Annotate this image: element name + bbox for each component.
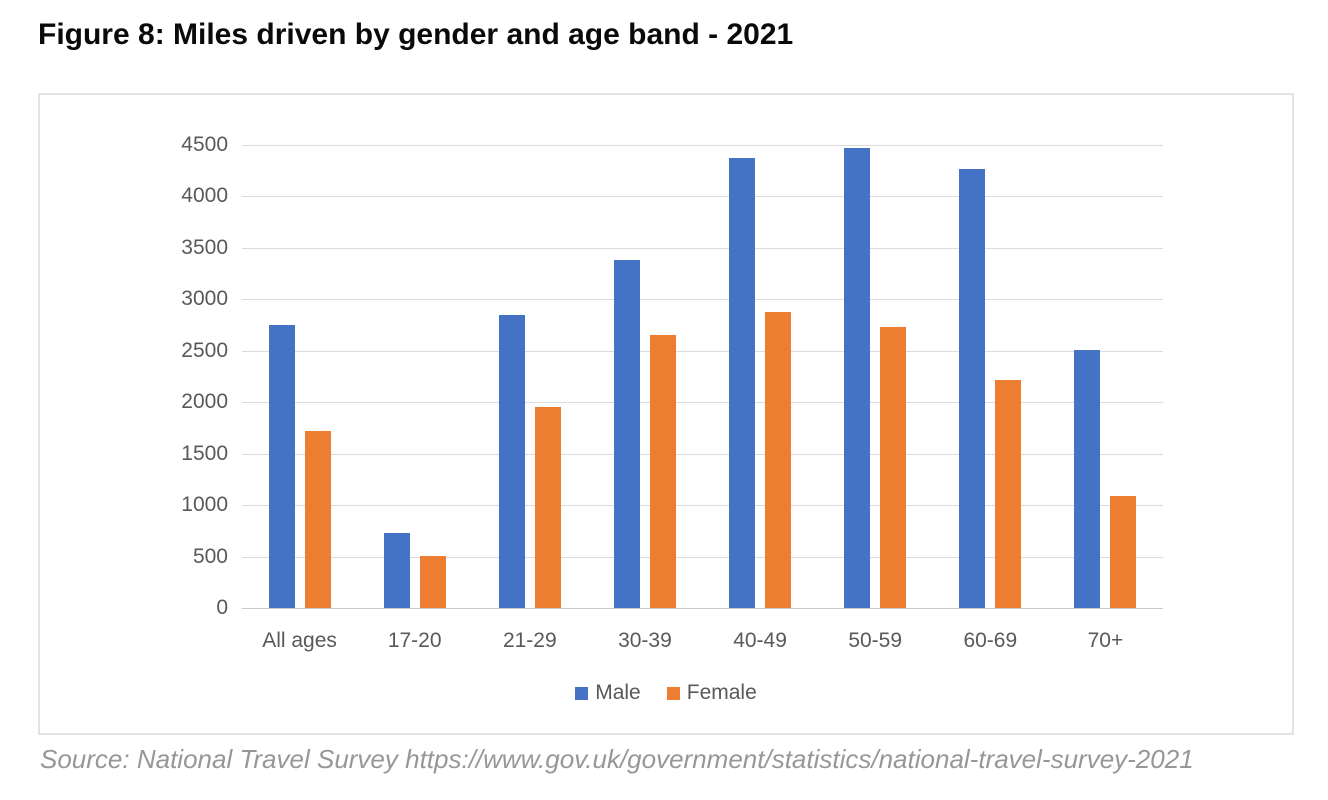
bar-male-17-20 bbox=[383, 532, 410, 608]
y-tick-label: 0 bbox=[216, 596, 228, 619]
y-tick-label: 2500 bbox=[181, 338, 228, 362]
bar-male-21-29 bbox=[498, 314, 525, 608]
x-axis-line bbox=[242, 608, 1163, 609]
gridline bbox=[242, 505, 1163, 507]
x-tick-label: All ages bbox=[262, 629, 337, 652]
bar-female-60-69 bbox=[995, 379, 1022, 608]
gridline bbox=[242, 299, 1163, 301]
y-tick-label: 2000 bbox=[181, 390, 228, 414]
x-tick-label: 50-59 bbox=[848, 629, 903, 652]
bar-male-30-39 bbox=[613, 260, 640, 608]
bar-female-70+ bbox=[1110, 495, 1137, 608]
x-tick-label: 21-29 bbox=[502, 629, 557, 652]
gridline bbox=[242, 145, 1163, 146]
bar-female-17-20 bbox=[419, 555, 446, 608]
gridline bbox=[242, 556, 1163, 558]
legend: Male Female bbox=[40, 681, 1292, 705]
bar-male-all-ages bbox=[268, 325, 295, 608]
y-tick-label: 3500 bbox=[181, 235, 228, 259]
gridline bbox=[242, 196, 1163, 198]
legend-label-male: Male bbox=[595, 681, 641, 704]
y-tick-label: 4000 bbox=[181, 184, 228, 208]
source-note: Source: National Travel Survey https://w… bbox=[40, 744, 1194, 774]
bar-female-30-39 bbox=[649, 335, 676, 608]
bar-male-60-69 bbox=[959, 168, 986, 608]
bar-male-50-59 bbox=[844, 148, 871, 608]
y-tick-label: 1000 bbox=[181, 493, 228, 517]
x-tick-label: 17-20 bbox=[387, 629, 442, 652]
legend-swatch-female bbox=[666, 686, 680, 700]
x-tick-label: 70+ bbox=[1087, 629, 1124, 652]
legend-swatch-male bbox=[575, 686, 589, 700]
gridline bbox=[242, 247, 1163, 249]
bar-female-50-59 bbox=[880, 327, 907, 608]
y-tick-label: 3000 bbox=[181, 287, 228, 311]
legend-label-female: Female bbox=[686, 681, 757, 704]
plot-area: 0 500 1000 1500 2000 2500 3000 3500 4000 4500 All … bbox=[40, 95, 1292, 733]
legend-item-male: Male bbox=[575, 681, 641, 705]
figure-title: Figure 8: Miles driven by gender and age… bbox=[38, 18, 794, 51]
gridline bbox=[242, 453, 1163, 455]
gridline bbox=[242, 402, 1163, 404]
chart-card: 0 500 1000 1500 2000 2500 3000 3500 4000 4500 All … bbox=[38, 93, 1294, 735]
bar-male-40-49 bbox=[729, 158, 756, 608]
y-tick-label: 1500 bbox=[181, 441, 228, 465]
x-tick-label: 30-39 bbox=[618, 629, 672, 652]
bar-female-all-ages bbox=[304, 431, 331, 608]
gridline bbox=[242, 350, 1163, 352]
bar-female-40-49 bbox=[765, 311, 792, 608]
bar-female-21-29 bbox=[534, 407, 561, 608]
x-tick-label: 40-49 bbox=[733, 629, 787, 652]
y-tick-label: 4500 bbox=[181, 133, 228, 156]
x-tick-label: 60-69 bbox=[963, 629, 1018, 652]
bar-male-70+ bbox=[1074, 349, 1101, 608]
legend-item-female: Female bbox=[666, 681, 757, 705]
y-tick-label: 500 bbox=[192, 544, 228, 568]
